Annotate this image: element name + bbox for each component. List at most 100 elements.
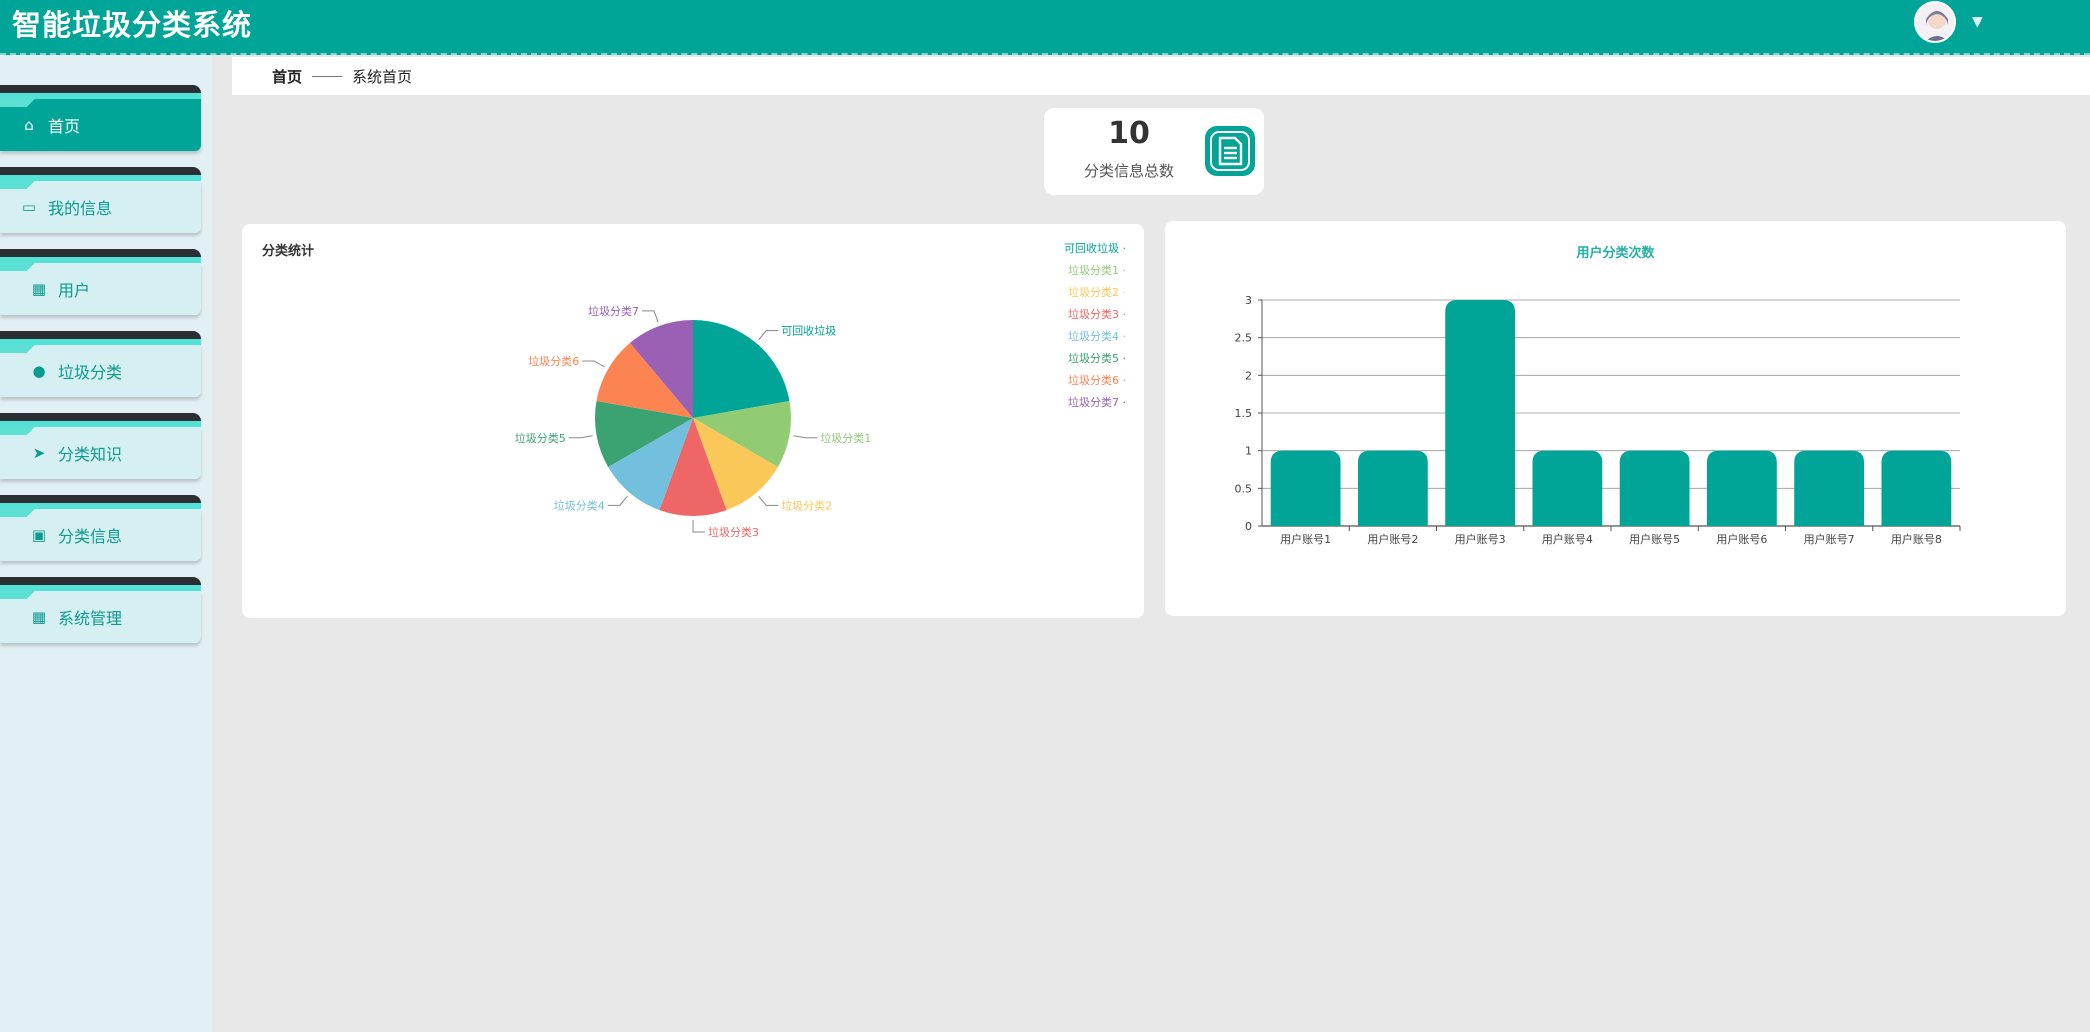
legend-item[interactable]: 垃圾分类6 · [1068,374,1126,387]
pie-label-line [692,520,705,533]
pie-chart-title: 分类统计 [262,244,315,259]
legend-item[interactable]: 可回收垃圾 · [1064,242,1126,255]
stat-label: 分类信息总数 [1083,162,1174,180]
legend-item[interactable]: 垃圾分类4 · [1068,330,1126,343]
bar[interactable] [1532,450,1603,526]
sidebar-item-label: 用户 [58,281,91,300]
menu-tab-decoration [0,413,201,427]
caret-down-icon[interactable]: ▼ [1972,14,1983,30]
home-icon: ⌂ [24,116,34,134]
breadcrumb-current: 系统首页 [352,67,413,86]
sidebar-item-knowledge[interactable]: ➤ 分类知识 [0,413,201,479]
pie-chart-panel: 分类统计 可回收垃圾 · 垃圾分类1 · 垃圾分类2 · 垃圾分类3 · 垃圾分类4 ·… [242,224,1144,618]
bar-chart-title: 用户分类次数 [1576,246,1655,261]
y-tick-label: 2 [1245,369,1252,382]
pie-slice[interactable] [693,400,792,467]
sidebar-item-users[interactable]: ▦ 用户 [0,249,201,315]
x-tick-label: 用户账号1 [1280,532,1331,546]
pie-slice[interactable] [630,320,693,418]
pie-slice-label: 垃圾分类2 [781,498,832,512]
legend-item[interactable]: 垃圾分类5 · [1068,352,1126,365]
bar[interactable] [1794,450,1865,526]
pie-label-line [758,330,779,341]
sidebar-item-label: 分类信息 [58,527,123,546]
bar-chart: 0 0.5 1 1.5 2 2.5 3 用户账号1 用户账号2 用户账号3 用户账号4 用户账号5 用户… [1235,294,1961,546]
grid-icon: ▦ [31,280,47,298]
pie-slice-label: 垃圾分类6 [528,354,579,368]
legend-item[interactable]: 垃圾分类3 · [1068,308,1126,321]
x-tick-label: 用户账号6 [1716,532,1767,546]
pie-slice[interactable] [659,418,727,516]
pie-slice[interactable] [608,418,693,511]
sidebar-item-label: 分类知识 [58,445,123,464]
x-tick-label: 用户账号4 [1542,532,1593,546]
sidebar-item-label: 系统管理 [58,609,123,628]
menu-tab-decoration [0,167,201,181]
pie-legend: 可回收垃圾 · 垃圾分类1 · 垃圾分类2 · 垃圾分类3 · 垃圾分类4 · 垃圾分类5… [1064,238,1126,414]
bar-chart-panel: 用户分类次数 0 0.5 1 1.5 2 2.5 3 用户账号1 用户账号2 用户账号3 用户账号4… [1165,221,2066,616]
bar[interactable] [1270,450,1341,526]
pie-slice-label: 垃圾分类3 [708,525,759,539]
menu-tab-decoration [0,85,201,99]
y-tick-label: 2.5 [1235,332,1253,345]
sidebar-item-my-info[interactable]: ▭ 我的信息 [0,167,201,233]
x-tick-label: 用户账号2 [1367,532,1418,546]
legend-item[interactable]: 垃圾分类2 · [1068,286,1126,299]
stat-card: 10 分类信息总数 [1044,108,1264,195]
breadcrumb-home[interactable]: 首页 [272,67,303,86]
sidebar-item-system[interactable]: ▦ 系统管理 [0,577,201,643]
y-tick-label: 0.5 [1235,482,1253,495]
pie-slice[interactable] [693,418,778,511]
sidebar-item-label: 首页 [48,117,81,136]
y-tick-label: 3 [1245,294,1252,307]
pie-label-line [582,360,605,368]
y-tick-label: 1.5 [1235,407,1253,420]
person-icon: ● [32,362,46,380]
pie-label-line [568,435,593,439]
top-bar: 智能垃圾分类系统 ▼ [0,0,2090,55]
bar[interactable] [1357,450,1428,526]
bar[interactable] [1445,300,1516,526]
app-title: 智能垃圾分类系统 [12,8,253,42]
sidebar-item-home[interactable]: ⌂ 首页 [0,85,201,151]
paper-plane-icon: ➤ [32,444,46,462]
breadcrumb: 首页 系统首页 [232,57,2090,95]
menu-tab-decoration [0,495,201,509]
bar[interactable] [1881,450,1952,526]
bar[interactable] [1706,450,1777,526]
menu-tab-decoration [0,249,201,263]
breadcrumb-separator [312,75,343,77]
pie-slice-label: 垃圾分类5 [515,431,566,445]
pie-slice-label: 垃圾分类7 [588,304,639,318]
x-tick-label: 用户账号5 [1629,532,1680,546]
pie-label-line [793,435,818,439]
sidebar-item-label: 我的信息 [48,199,113,218]
pie-slice-label: 可回收垃圾 [781,324,836,338]
pie-slice-label: 垃圾分类4 [554,498,605,512]
y-tick-label: 1 [1245,445,1252,458]
document-icon [1205,126,1255,176]
menu-tab-decoration [0,577,201,591]
avatar-image [1925,11,1949,41]
stat-value: 10 [1108,116,1150,151]
pie-label-line [758,495,779,506]
pie-slice[interactable] [596,342,693,418]
legend-item[interactable]: 垃圾分类7 · [1068,396,1126,409]
id-card-icon: ▭ [21,198,37,216]
pie-label-line [607,495,628,506]
pie-slice-label: 垃圾分类1 [820,431,871,445]
pie-slice[interactable] [693,320,790,418]
menu-tab-decoration [0,331,201,345]
sidebar-item-classification-info[interactable]: ▣ 分类信息 [0,495,201,561]
sidebar-item-garbage-classification[interactable]: ● 垃圾分类 [0,331,201,397]
sidebar-item-label: 垃圾分类 [58,363,123,382]
clipboard-icon: ▣ [31,526,47,544]
bar[interactable] [1619,450,1690,526]
pie-label-line [642,310,659,323]
sidebar: ⌂ 首页 ▭ 我的信息 ▦ 用户 ● 垃圾分类 ➤ 分类知识 ▣ [0,55,212,1032]
grid-icon: ▦ [31,608,47,626]
legend-item[interactable]: 垃圾分类1 · [1068,264,1126,277]
user-avatar[interactable] [1914,1,1956,43]
pie-slice[interactable] [595,400,693,467]
